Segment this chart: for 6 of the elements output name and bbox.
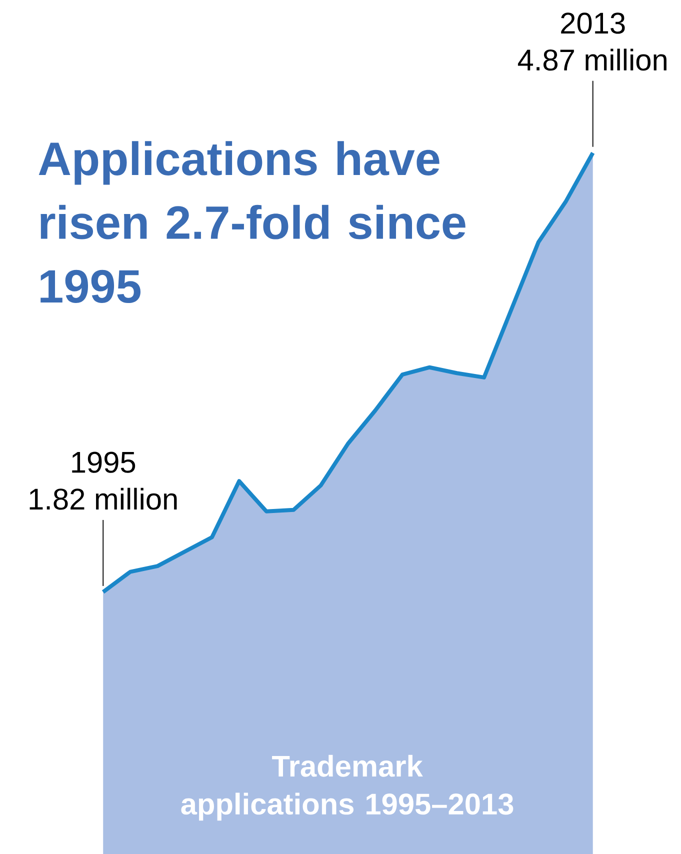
text: 2013: [561, 12, 625, 34]
text: Applications have risen 2.7-fold since 1995: [38, 141, 466, 303]
data-label: 4.87 million: [518, 48, 666, 71]
annotation: 1995: [72, 452, 136, 473]
data-label: 1.82 million: [30, 488, 177, 510]
annotation: Trademark applications 1995–2013: [181, 754, 514, 821]
